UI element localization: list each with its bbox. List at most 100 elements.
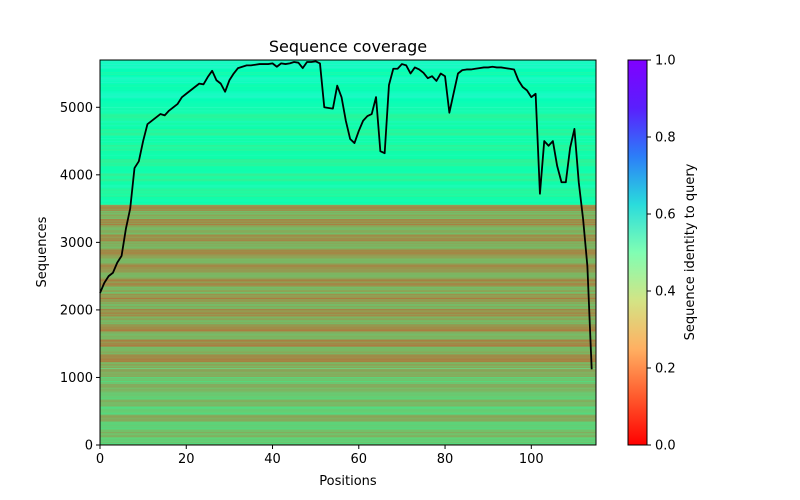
sequence-row bbox=[100, 242, 596, 244]
sequence-row bbox=[100, 287, 596, 289]
sequence-row bbox=[100, 121, 596, 123]
sequence-row bbox=[100, 66, 596, 67]
sequence-row bbox=[100, 234, 596, 236]
sequence-row bbox=[100, 257, 596, 259]
sequence-row bbox=[100, 419, 596, 421]
sequence-row bbox=[100, 84, 596, 86]
sequence-row bbox=[100, 365, 596, 367]
sequence-row bbox=[100, 336, 596, 338]
sequence-row bbox=[100, 141, 596, 142]
sequence-row bbox=[100, 332, 596, 334]
sequence-row bbox=[100, 274, 596, 276]
y-tick-label: 3000 bbox=[60, 236, 93, 251]
sequence-row bbox=[100, 308, 596, 310]
sequence-row bbox=[100, 80, 596, 82]
sequence-row bbox=[100, 407, 596, 409]
y-tick-label: 2000 bbox=[60, 303, 93, 318]
sequence-row bbox=[100, 435, 596, 437]
sequence-row bbox=[100, 430, 596, 432]
sequence-row bbox=[100, 116, 596, 118]
sequence-row bbox=[100, 288, 596, 290]
sequence-row bbox=[100, 319, 596, 321]
sequence-row bbox=[100, 428, 596, 430]
sequence-row bbox=[100, 216, 596, 217]
sequence-row bbox=[100, 256, 596, 258]
sequence-row bbox=[100, 111, 596, 113]
sequence-row bbox=[100, 212, 596, 214]
sequence-row bbox=[100, 330, 596, 332]
sequence-row bbox=[100, 156, 596, 158]
sequence-row bbox=[100, 97, 596, 99]
colorbar-ticks: 0.0 0.2 0.4 0.6 0.8 1.0 bbox=[647, 54, 676, 454]
y-tick-label: 5000 bbox=[60, 101, 93, 116]
sequence-row bbox=[100, 233, 596, 235]
colorbar-tick-label: 0.8 bbox=[655, 131, 676, 146]
sequence-row bbox=[100, 408, 596, 410]
sequence-row bbox=[100, 316, 596, 318]
sequence-row bbox=[100, 191, 596, 193]
sequence-row bbox=[100, 300, 596, 302]
sequence-row bbox=[100, 195, 596, 197]
sequence-row bbox=[100, 426, 596, 428]
sequence-row bbox=[100, 343, 596, 345]
sequence-row bbox=[100, 221, 596, 222]
sequence-row bbox=[100, 421, 596, 423]
sequence-row bbox=[100, 412, 596, 414]
sequence-row bbox=[100, 413, 596, 415]
x-tick-label: 60 bbox=[351, 452, 368, 467]
sequence-row bbox=[100, 155, 596, 157]
sequence-row bbox=[100, 418, 596, 420]
sequence-row bbox=[100, 286, 596, 288]
sequence-row bbox=[100, 214, 596, 215]
sequence-row bbox=[100, 90, 596, 92]
sequence-row bbox=[100, 260, 596, 262]
sequence-row bbox=[100, 211, 596, 213]
sequence-row bbox=[100, 200, 596, 202]
sequence-row bbox=[100, 363, 596, 365]
sequence-row bbox=[100, 133, 596, 135]
sequence-row bbox=[100, 183, 596, 185]
sequence-row bbox=[100, 182, 596, 184]
sequence-row bbox=[100, 122, 596, 124]
sequence-row bbox=[100, 101, 596, 103]
sequence-row bbox=[100, 207, 596, 209]
sequence-row bbox=[100, 375, 596, 376]
sequence-row bbox=[100, 222, 596, 224]
sequence-row bbox=[100, 204, 596, 206]
sequence-row bbox=[100, 292, 596, 293]
sequence-row bbox=[100, 338, 596, 340]
sequence-row bbox=[100, 137, 596, 138]
coverage-line bbox=[99, 60, 593, 370]
sequence-row bbox=[100, 103, 596, 105]
sequence-row bbox=[100, 149, 596, 151]
sequence-row bbox=[100, 148, 596, 150]
sequence-row bbox=[100, 362, 596, 364]
sequence-row bbox=[100, 69, 596, 71]
sequence-row bbox=[100, 91, 596, 93]
sequence-row bbox=[100, 295, 596, 296]
sequence-row bbox=[100, 75, 596, 77]
sequence-row bbox=[100, 92, 596, 94]
sequence-row bbox=[100, 230, 596, 232]
sequence-row bbox=[100, 74, 596, 76]
sequence-row bbox=[100, 318, 596, 320]
sequence-row bbox=[100, 254, 596, 256]
sequence-row bbox=[100, 440, 596, 442]
y-tick-label: 0 bbox=[85, 439, 93, 454]
sequence-row bbox=[100, 197, 596, 199]
colorbar-tick-label: 0.6 bbox=[655, 208, 676, 223]
sequence-row bbox=[100, 165, 596, 167]
sequence-row bbox=[100, 81, 596, 83]
sequence-row bbox=[100, 107, 596, 109]
sequence-row bbox=[100, 139, 596, 140]
sequence-row bbox=[100, 269, 596, 271]
sequence-row bbox=[100, 377, 596, 379]
sequence-row bbox=[100, 261, 596, 263]
sequence-row bbox=[100, 327, 596, 329]
sequence-row bbox=[100, 250, 596, 252]
sequence-row bbox=[100, 65, 596, 66]
sequence-row bbox=[100, 390, 596, 392]
sequence-row bbox=[100, 323, 596, 325]
sequence-row bbox=[100, 320, 596, 322]
sequence-row bbox=[100, 253, 596, 255]
